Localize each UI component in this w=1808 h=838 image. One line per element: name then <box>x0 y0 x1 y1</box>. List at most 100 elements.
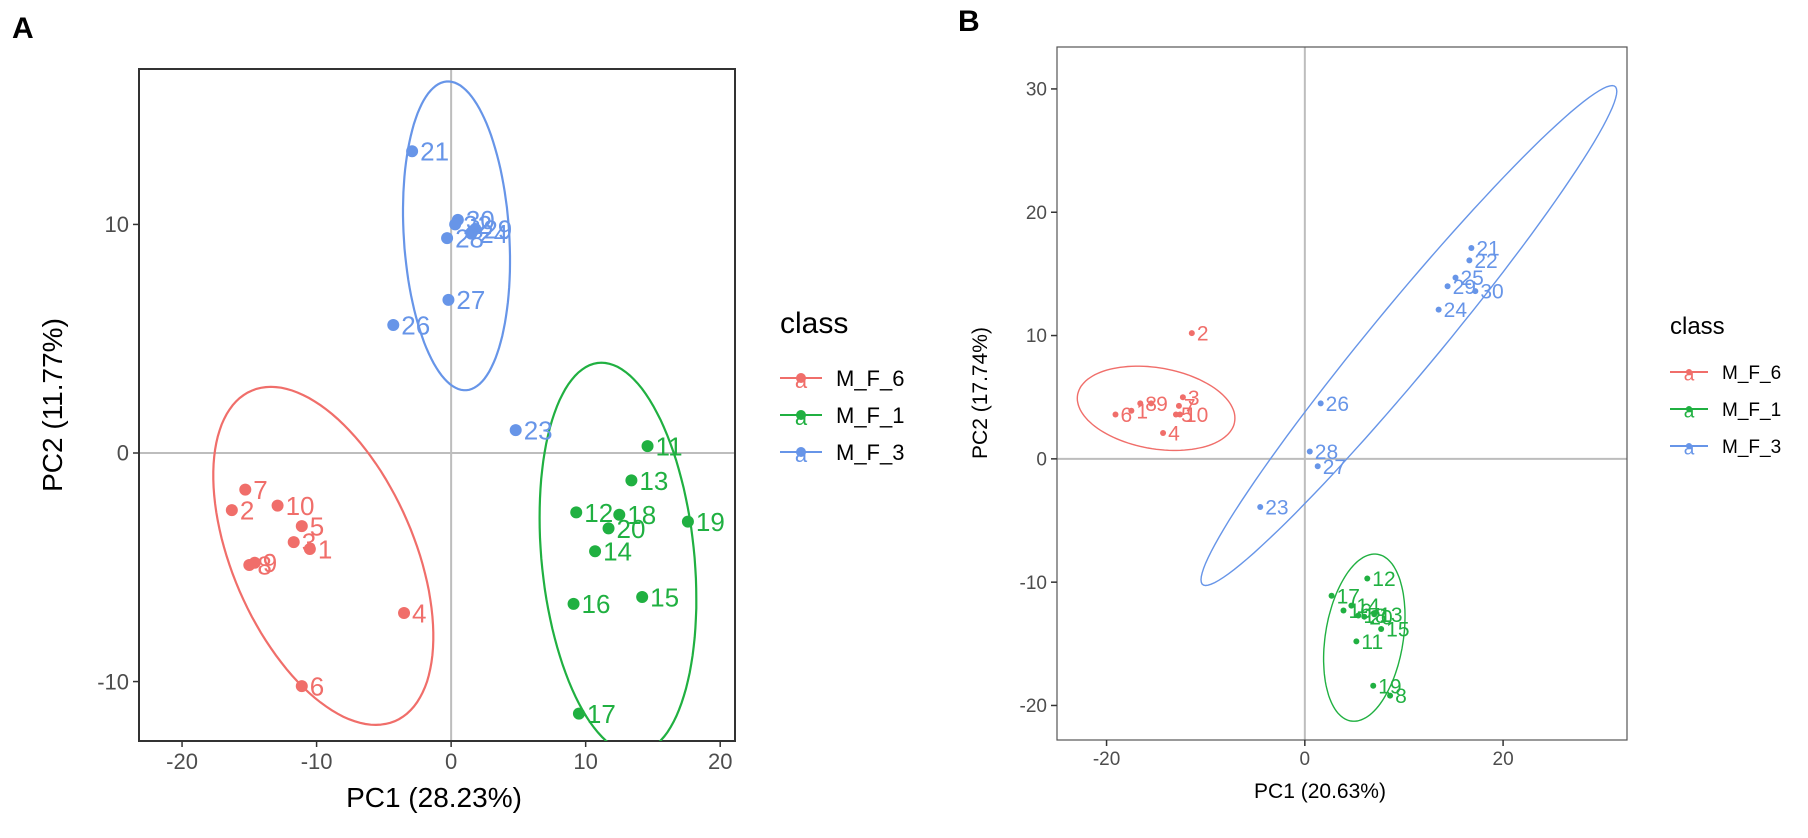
y-tick-label: 30 <box>1026 80 1047 101</box>
data-point <box>1328 592 1335 599</box>
data-point <box>1361 613 1368 620</box>
data-point <box>1175 402 1182 409</box>
data-point <box>1128 407 1135 414</box>
plot-area: 2893761510412171416182013151119821222529… <box>1076 84 1618 722</box>
data-point-label: 18 <box>627 500 656 530</box>
data-point <box>1160 429 1167 436</box>
data-point <box>1176 411 1183 418</box>
data-point-label: 23 <box>1265 497 1288 520</box>
data-point <box>1112 411 1119 418</box>
legend-entry-label: M_F_3 <box>836 440 904 465</box>
data-point <box>1472 288 1479 295</box>
y-tick-label: 10 <box>1026 326 1047 347</box>
legend-key-glyph: a <box>1684 439 1695 460</box>
data-point-label: 4 <box>412 598 426 628</box>
data-point <box>681 515 694 528</box>
data-point-label: 5 <box>1181 404 1193 427</box>
legend-title: class <box>1670 313 1725 340</box>
data-point <box>589 545 602 558</box>
x-axis-title: PC1 (28.23%) <box>346 782 522 813</box>
data-point <box>398 607 411 619</box>
data-point <box>271 499 284 512</box>
panel-letter: B <box>958 5 980 38</box>
data-point <box>1179 394 1186 401</box>
data-point-label: 30 <box>1480 281 1503 304</box>
data-point-label: 21 <box>1476 238 1499 261</box>
data-point-label: 19 <box>696 507 725 537</box>
data-point-label: 10 <box>1185 404 1208 427</box>
plot-area: 7210531984611131218201914161517213022292… <box>212 80 725 741</box>
legend-key-point <box>1686 369 1692 375</box>
x-tick-label: 10 <box>573 749 597 774</box>
data-point-label: 26 <box>401 310 430 340</box>
data-point <box>303 543 316 555</box>
data-point <box>1306 448 1313 455</box>
data-point-label: 1 <box>318 534 332 564</box>
data-point <box>225 504 238 517</box>
data-point-label: 24 <box>479 219 508 249</box>
data-point-label: 6 <box>310 672 324 702</box>
data-point <box>1468 244 1475 251</box>
y-tick-label: 20 <box>1026 203 1047 224</box>
legend-entry-label: M_F_3 <box>1722 437 1781 458</box>
data-point <box>1370 682 1377 689</box>
data-point <box>239 483 252 496</box>
data-point <box>243 559 256 571</box>
panel-b: B -20 0 20 -20 -10 0 10 20 30 PC1 (20.63%) PC2 (17.… <box>958 5 1781 803</box>
data-point-label: 1 <box>1136 400 1148 423</box>
data-point <box>613 508 626 521</box>
legend-entry-label: M_F_1 <box>1722 400 1781 421</box>
data-point <box>1314 463 1321 470</box>
data-point <box>295 680 308 693</box>
y-tick-label: -10 <box>1020 573 1047 594</box>
plot-border <box>1056 46 1628 741</box>
data-point <box>1444 283 1451 290</box>
data-point <box>1364 575 1371 582</box>
data-point-label: 11 <box>1361 631 1383 654</box>
data-point-label: 2 <box>240 496 254 526</box>
legend-key-glyph: a <box>795 405 808 430</box>
panel-a: A -20 -10 0 10 20 -10 0 10 PC1 (28.23%) PC2 (11.77… <box>12 12 904 813</box>
data-point-label: 28 <box>455 224 484 254</box>
data-point-label: 26 <box>1326 393 1349 416</box>
data-point <box>1466 257 1473 264</box>
legend-key-point <box>1686 443 1692 449</box>
data-point-label: 5 <box>310 512 324 542</box>
data-point-label: 9 <box>263 548 277 578</box>
data-point-label: 20 <box>617 514 646 544</box>
y-axis-title: PC2 (17.74%) <box>969 327 992 459</box>
data-point <box>570 506 583 519</box>
data-point-label: 11 <box>656 432 683 462</box>
data-point <box>1188 330 1195 337</box>
data-point-label: 28 <box>1315 441 1338 464</box>
data-point-label: 29 <box>1453 276 1476 299</box>
data-point-label: 17 <box>1337 585 1360 608</box>
data-point <box>1317 400 1324 407</box>
data-point-label: 27 <box>456 285 485 315</box>
data-point <box>567 597 580 610</box>
x-tick-label: 0 <box>445 749 457 774</box>
confidence-ellipse-m-f-3 <box>1200 84 1618 587</box>
data-point-label: 13 <box>1379 604 1402 627</box>
data-point <box>287 536 300 549</box>
data-point <box>1257 503 1264 510</box>
data-point-label: 8 <box>257 550 271 580</box>
data-point-label: 15 <box>650 582 679 612</box>
y-axis-title: PC2 (11.77%) <box>37 318 68 492</box>
data-point-label: 4 <box>1168 423 1180 446</box>
data-point <box>1340 607 1347 614</box>
data-point <box>1137 400 1144 407</box>
x-tick-label: -20 <box>1093 749 1120 770</box>
legend-key-point <box>796 410 806 420</box>
data-point-label: 22 <box>1474 250 1497 273</box>
data-point-label: 23 <box>524 416 553 446</box>
legend-key-glyph: a <box>1684 402 1695 423</box>
data-point <box>1378 626 1385 633</box>
data-point-label: 16 <box>582 589 611 619</box>
legend-title: class <box>780 307 848 340</box>
data-point-label: 15 <box>1386 619 1409 642</box>
data-point <box>636 591 649 603</box>
x-tick-label: 0 <box>1300 749 1311 770</box>
legend-key-glyph: a <box>795 442 808 467</box>
